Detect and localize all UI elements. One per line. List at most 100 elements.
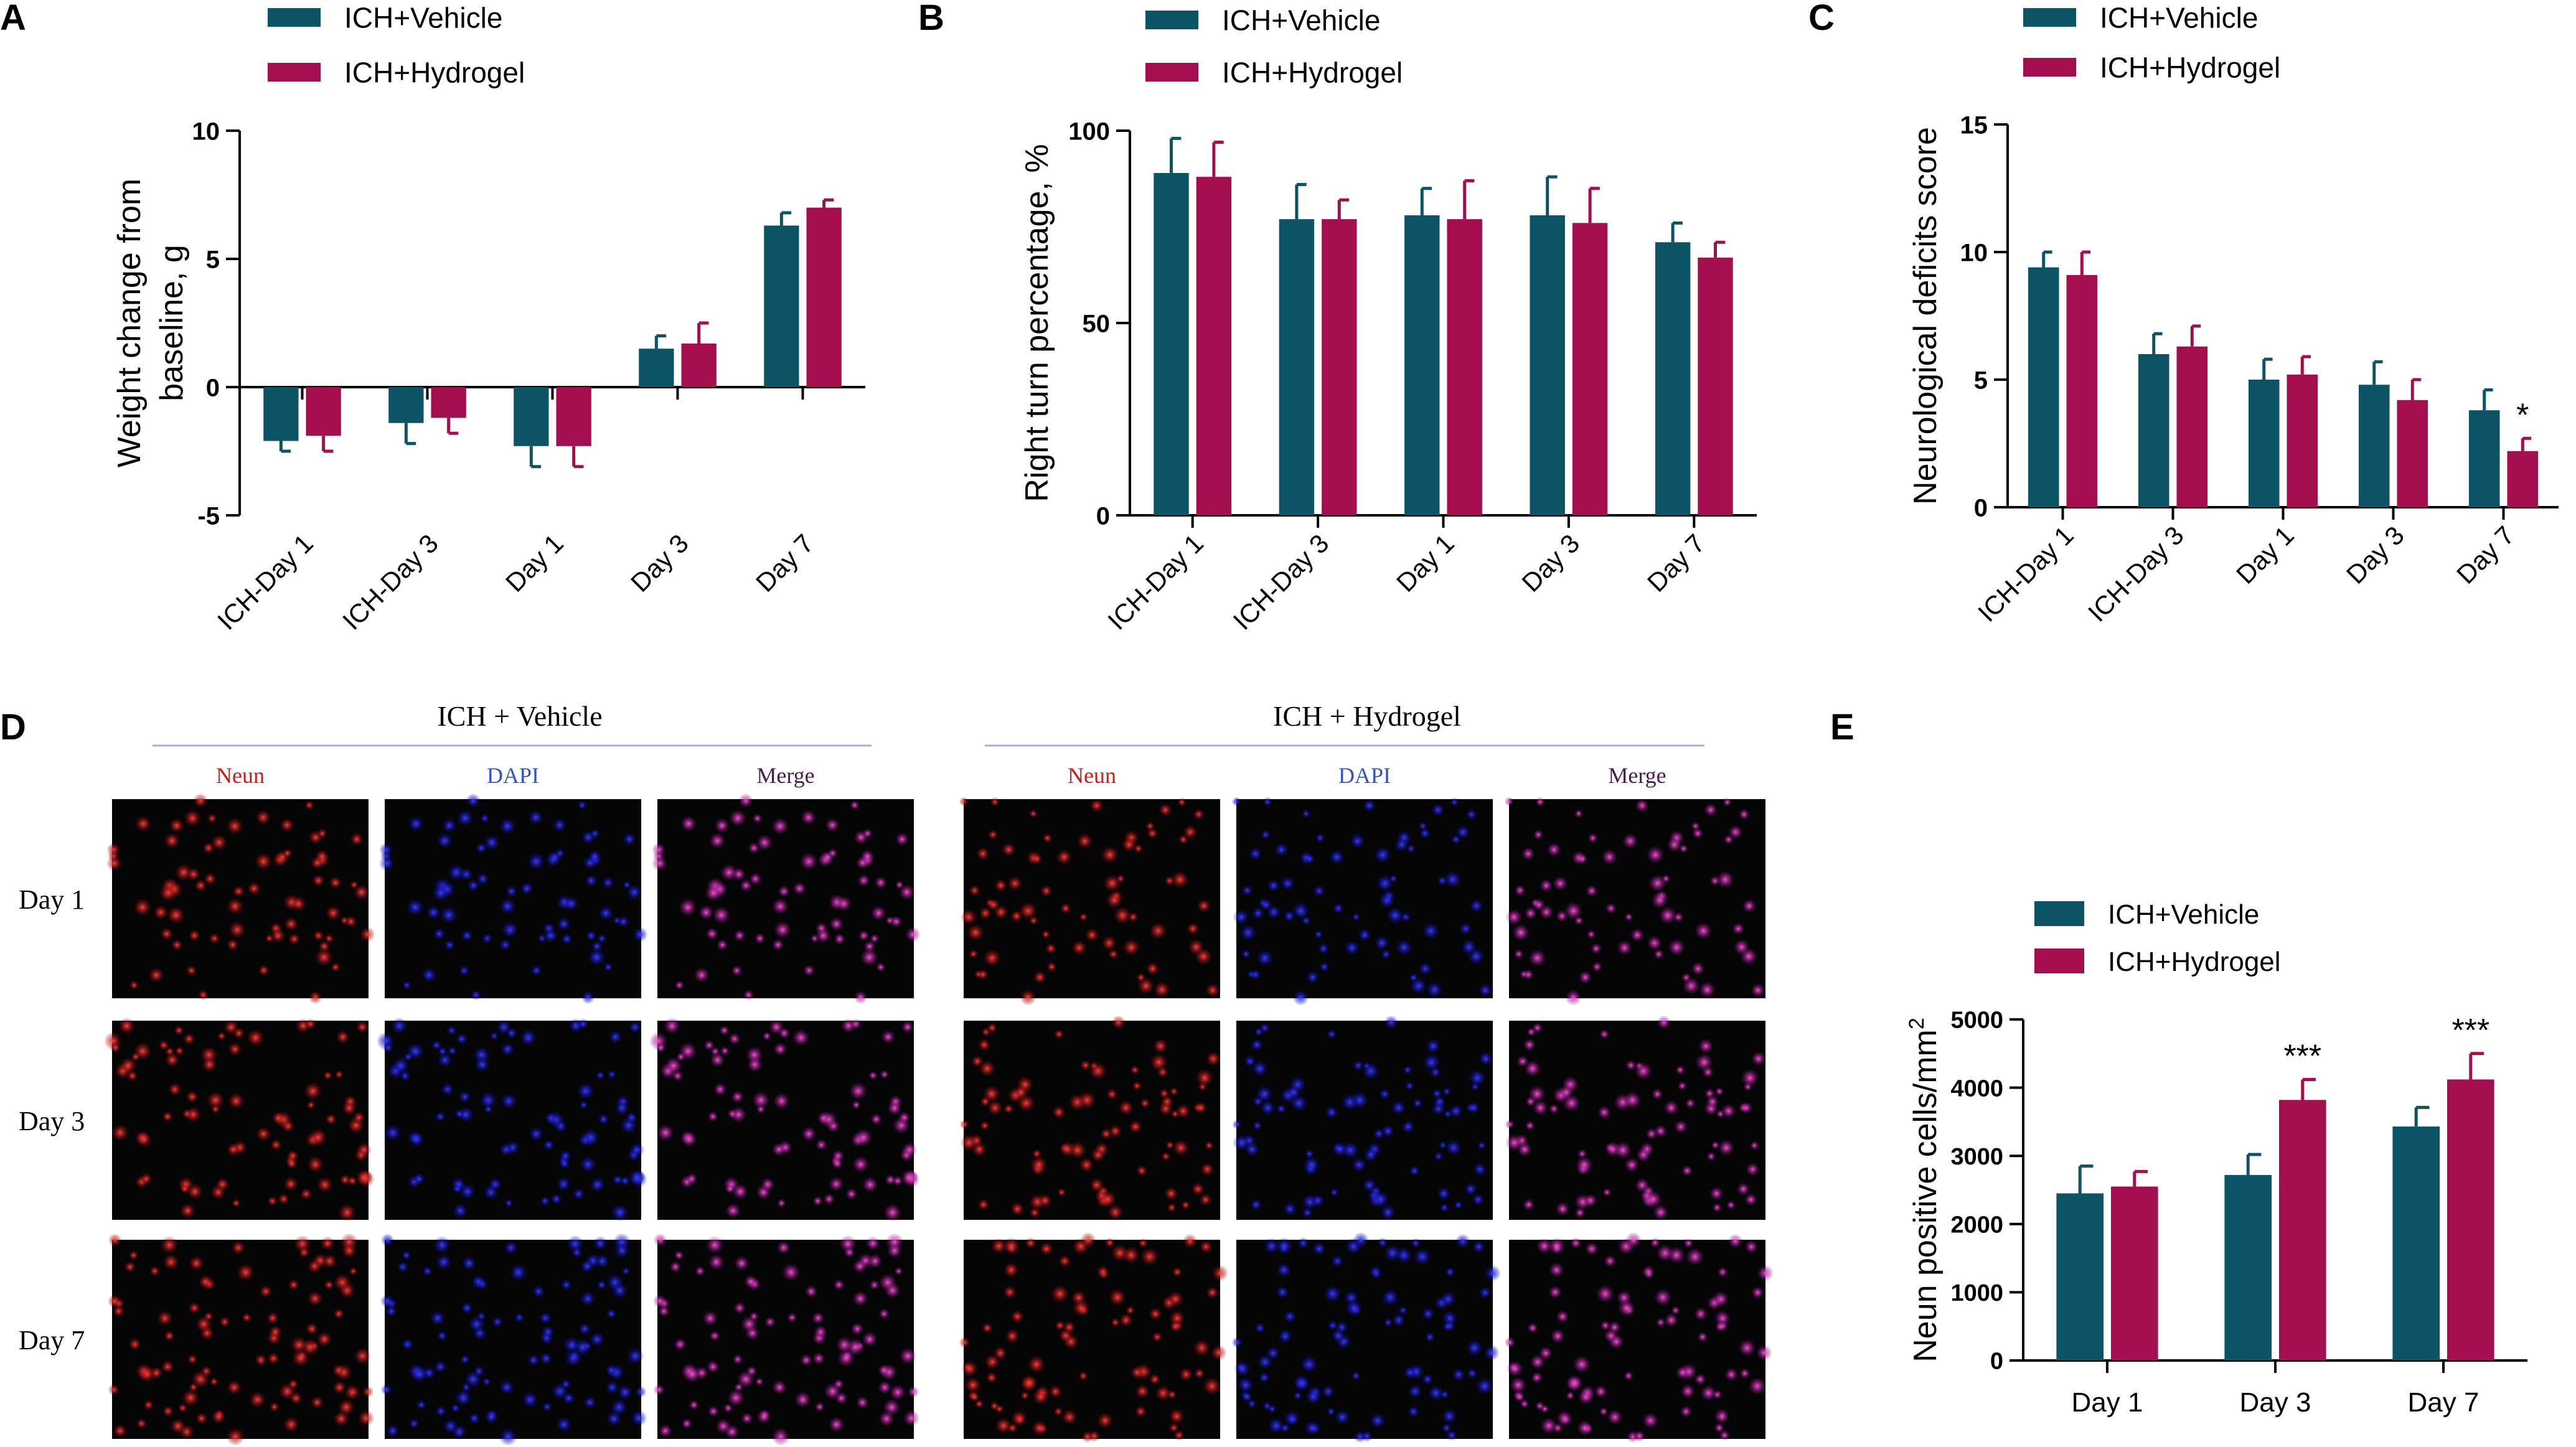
cell-nucleus: [484, 1409, 499, 1425]
cell-nucleus: [435, 1253, 453, 1271]
cell-nucleus: [1046, 962, 1057, 972]
cell-nucleus: [1100, 1128, 1112, 1140]
cell-nucleus: [862, 1331, 878, 1347]
cell-nucleus: [256, 1126, 271, 1142]
cell-nucleus: [128, 1337, 142, 1351]
cell-nucleus: [1078, 1091, 1097, 1110]
cell-nucleus: [771, 1379, 787, 1395]
cell-nucleus: [601, 876, 615, 889]
cell-nucleus: [781, 1263, 801, 1282]
cell-nucleus: [1617, 940, 1633, 956]
group-title-hydrogel: ICH + Hydrogel: [1273, 700, 1461, 732]
cell-nucleus: [385, 1423, 400, 1438]
cell-nucleus: [223, 1019, 239, 1035]
cell-nucleus: [1536, 1237, 1553, 1255]
cell-nucleus: [1051, 1105, 1066, 1120]
micrograph-cells: [649, 1017, 920, 1222]
cell-nucleus: [1427, 1385, 1444, 1402]
cell-nucleus: [614, 1100, 630, 1116]
cell-nucleus: [907, 1385, 919, 1398]
bar: [514, 387, 549, 446]
cell-nucleus: [479, 813, 490, 824]
cell-nucleus: [338, 1203, 357, 1222]
cell-nucleus: [1389, 874, 1398, 883]
cell-nucleus: [1099, 1190, 1117, 1209]
cell-nucleus: [436, 1330, 448, 1342]
micrograph-cells: [1231, 797, 1493, 1006]
cell-nucleus: [811, 1311, 825, 1325]
cell-nucleus: [1504, 797, 1514, 807]
cell-nucleus: [181, 1388, 200, 1407]
cell-nucleus: [985, 1371, 998, 1384]
cell-nucleus: [164, 1052, 181, 1068]
cell-nucleus: [652, 855, 668, 871]
bar: [1279, 219, 1315, 515]
cell-nucleus: [1706, 1151, 1716, 1161]
cell-nucleus: [827, 848, 838, 859]
cell-nucleus: [119, 1056, 138, 1075]
cell-nucleus: [1029, 1207, 1040, 1219]
cell-nucleus: [1691, 962, 1705, 976]
cell-nucleus: [1373, 845, 1392, 864]
cell-nucleus: [1703, 803, 1718, 817]
cell-nucleus: [1555, 1201, 1570, 1217]
cell-nucleus: [499, 1142, 514, 1157]
cell-nucleus: [1440, 1291, 1457, 1308]
cell-nucleus: [1003, 1285, 1017, 1299]
cell-nucleus: [1259, 1100, 1276, 1116]
cell-nucleus: [1617, 1299, 1636, 1318]
cell-nucleus: [174, 1025, 184, 1036]
cell-nucleus: [188, 929, 200, 942]
cell-nucleus: [1455, 1234, 1470, 1249]
micrograph-cells: [652, 793, 921, 1004]
cell-nucleus: [1736, 1182, 1751, 1196]
cell-nucleus: [708, 1253, 725, 1271]
cell-nucleus: [248, 1391, 266, 1408]
cell-nucleus: [1652, 1204, 1669, 1220]
cell-nucleus: [1155, 1385, 1172, 1402]
cell-nucleus: [1027, 1355, 1046, 1374]
micrograph-cells: [959, 797, 1220, 1006]
cell-nucleus: [1546, 842, 1562, 857]
cell-nucleus: [658, 1423, 673, 1438]
cell-nucleus: [585, 874, 598, 887]
cell-nucleus: [320, 1236, 336, 1251]
cell-nucleus: [254, 1353, 268, 1367]
cell-nucleus: [1374, 935, 1390, 951]
cell-nucleus: [1478, 983, 1493, 998]
cell-nucleus: [407, 815, 425, 832]
cell-nucleus: [845, 1187, 858, 1201]
cell-nucleus: [357, 1410, 375, 1427]
cell-nucleus: [1315, 833, 1325, 843]
cell-nucleus: [324, 1113, 337, 1125]
cell-nucleus: [1723, 797, 1732, 807]
cell-nucleus: [1425, 1038, 1441, 1054]
cell-nucleus: [870, 905, 886, 921]
cell-nucleus: [1624, 912, 1634, 922]
cell-nucleus: [734, 1255, 750, 1271]
cell-nucleus: [1478, 1286, 1492, 1299]
cell-nucleus: [1694, 1307, 1708, 1321]
cell-nucleus: [159, 884, 177, 902]
cell-nucleus: [1548, 1103, 1559, 1114]
cell-nucleus: [499, 1427, 517, 1446]
bar: [2056, 1193, 2104, 1360]
cell-nucleus: [603, 962, 613, 972]
cell-nucleus: [607, 1070, 617, 1079]
cell-nucleus: [1182, 1234, 1198, 1249]
cell-nucleus: [979, 906, 992, 920]
cell-nucleus: [1256, 949, 1274, 967]
cell-nucleus: [440, 906, 458, 925]
cell-nucleus: [814, 1325, 828, 1339]
cell-nucleus: [1165, 1140, 1175, 1150]
cell-nucleus: [869, 1280, 880, 1291]
y-tick-label: 5000: [1950, 1008, 2003, 1034]
cell-nucleus: [1671, 1305, 1681, 1315]
cell-nucleus: [1205, 983, 1220, 998]
panel-letter-d: D: [0, 707, 26, 747]
cell-nucleus: [572, 1187, 585, 1201]
cell-nucleus: [271, 1111, 285, 1125]
cell-nucleus: [1712, 1202, 1723, 1213]
cell-nucleus: [681, 1131, 697, 1148]
cell-nucleus: [1429, 1066, 1442, 1079]
